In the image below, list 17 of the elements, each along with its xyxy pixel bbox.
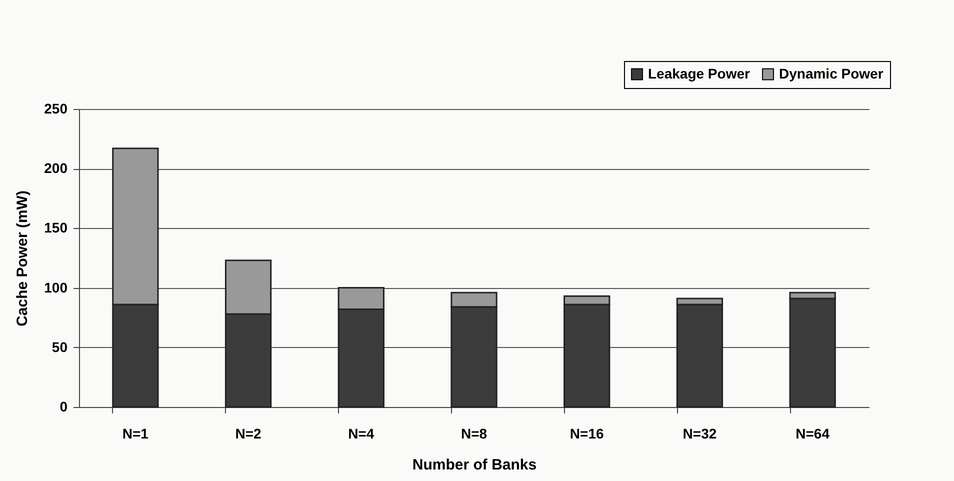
y-tick-label: 250 [44, 100, 68, 116]
y-tick-label: 50 [52, 338, 68, 355]
y-tick-label: 0 [60, 398, 68, 414]
x-tick-label: N=1 [122, 426, 149, 442]
y-tick-label: 200 [44, 160, 68, 176]
y-axis-title: Cache Power (mW) [14, 190, 32, 326]
x-tick-label: N=2 [235, 426, 262, 442]
y-tick-label: 150 [44, 220, 68, 236]
x-tick-label: N=32 [682, 426, 717, 442]
x-tick-label: N=4 [348, 426, 374, 442]
legend-label: Dynamic Power [779, 65, 884, 82]
x-tick-label: N=8 [460, 426, 488, 442]
legend-label: Leakage Power [648, 65, 750, 82]
x-tick-label: N=64 [796, 426, 830, 442]
x-axis-title: Number of Banks [412, 456, 537, 474]
y-tick-label: 100 [44, 279, 68, 296]
x-tick-label: N=16 [570, 426, 604, 442]
